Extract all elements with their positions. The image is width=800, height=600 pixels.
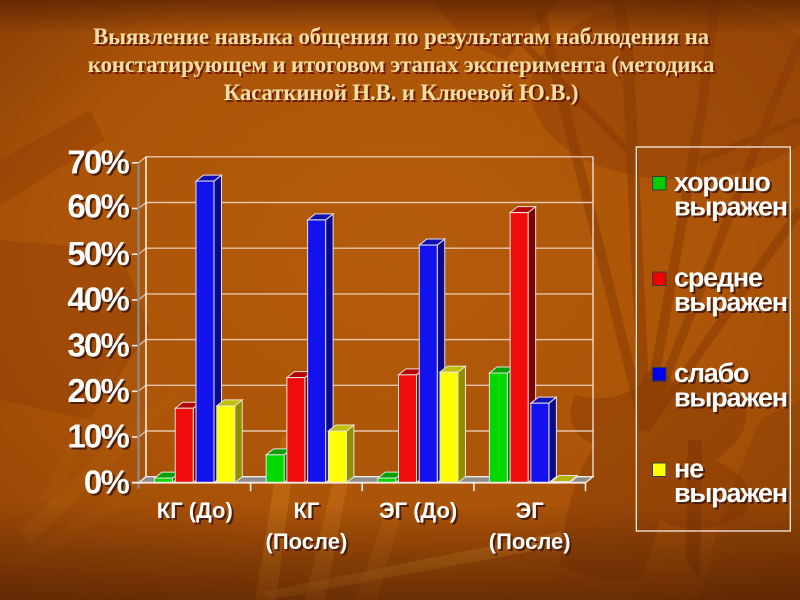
svg-text:слабо: слабо [676,360,751,390]
svg-text:выражен: выражен [674,192,787,222]
svg-text:0%: 0% [84,463,130,500]
svg-text:(После): (После) [489,529,571,554]
svg-text:(После): (После) [268,531,350,556]
svg-text:КГ: КГ [293,498,319,523]
svg-text:ЭГ (До): ЭГ (До) [381,500,459,525]
svg-text:20%: 20% [69,374,131,411]
svg-text:Касаткиной Н.В. и Клюевой Ю.В.: Касаткиной Н.В. и Клюевой Ю.В.) [224,80,579,105]
svg-text:выражен: выражен [676,385,789,415]
svg-text:30%: 30% [69,328,131,365]
svg-text:20%: 20% [67,372,129,409]
svg-text:ЭГ: ЭГ [516,498,545,523]
svg-text:70%: 70% [67,144,129,181]
svg-text:не: не [674,454,704,484]
svg-text:10%: 10% [69,420,131,457]
svg-text:констатирующем и итоговом этап: констатирующем и итоговом этапах экспери… [88,52,715,77]
svg-text:средне: средне [676,265,765,295]
svg-text:выражен: выражен [676,194,789,224]
svg-text:(После): (После) [266,529,348,554]
svg-text:Выявление навыка общения по ре: Выявление навыка общения по результатам … [93,24,710,49]
svg-text:хорошо: хорошо [674,167,770,197]
svg-text:выражен: выражен [676,289,789,319]
svg-text:Касаткиной Н.В. и Клюевой Ю.В.: Касаткиной Н.В. и Клюевой Ю.В.) [226,82,581,107]
svg-text:выражен: выражен [674,478,787,508]
svg-text:слабо: слабо [674,358,749,388]
svg-text:60%: 60% [69,190,131,227]
svg-text:КГ (До): КГ (До) [159,500,235,525]
svg-text:60%: 60% [67,188,129,225]
svg-text:хорошо: хорошо [676,169,772,199]
svg-text:КГ (До): КГ (До) [157,498,233,523]
svg-text:50%: 50% [67,235,129,272]
svg-text:выражен: выражен [674,287,787,317]
svg-text:выражен: выражен [674,383,787,413]
svg-text:30%: 30% [67,326,129,363]
svg-text:выражен: выражен [676,480,789,510]
svg-text:70%: 70% [69,146,131,183]
svg-text:не: не [676,456,706,486]
svg-text:0%: 0% [86,465,132,502]
svg-text:КГ: КГ [295,500,321,525]
svg-text:40%: 40% [67,281,129,318]
svg-text:50%: 50% [69,237,131,274]
svg-text:ЭГ: ЭГ [518,500,547,525]
svg-text:10%: 10% [67,418,129,455]
svg-text:Выявление навыка общения по ре: Выявление навыка общения по результатам … [95,26,712,51]
svg-text:40%: 40% [69,283,131,320]
svg-text:(После): (После) [491,531,573,556]
svg-text:констатирующем и итоговом этап: констатирующем и итоговом этапах экспери… [90,54,717,79]
svg-text:средне: средне [674,263,763,293]
svg-text:ЭГ (До): ЭГ (До) [379,498,457,523]
